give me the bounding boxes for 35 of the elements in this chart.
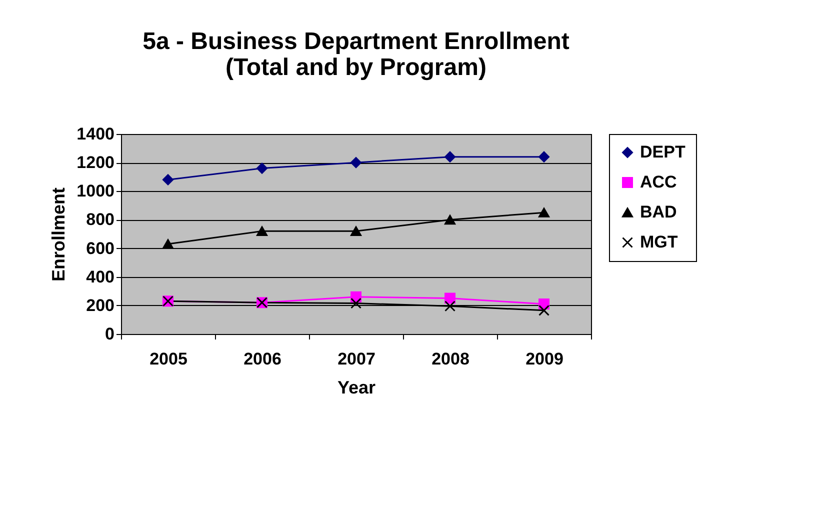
text: 5a - Business Department Enrollment	[142, 28, 570, 55]
x-tick-label: 2006	[244, 350, 282, 368]
x-axis-title: Year	[337, 378, 376, 398]
legend-label: BAD	[640, 202, 677, 222]
y-tick-label: 0	[105, 324, 114, 344]
y-tick-label: 200	[86, 296, 114, 315]
y-tick-label: 1000	[76, 182, 114, 201]
point	[444, 292, 456, 304]
point	[538, 208, 550, 218]
x-tick-label: 2005	[150, 350, 188, 368]
point	[444, 300, 456, 312]
point	[350, 226, 362, 236]
legend-label: ACC	[640, 172, 677, 192]
point	[350, 157, 362, 168]
point	[444, 214, 456, 225]
point	[256, 226, 268, 236]
legend-label: DEPT	[640, 142, 686, 162]
y-axis-title: Enrollment	[48, 187, 69, 282]
x-tick-label: 2009	[526, 350, 564, 368]
y-tick-label: 400	[86, 267, 114, 286]
point	[350, 298, 362, 309]
text: (Total and by Program)	[226, 54, 486, 81]
y-tick-label: 1200	[76, 153, 114, 172]
point	[162, 174, 174, 186]
point	[444, 151, 456, 162]
y-tick-label: 1400	[76, 124, 114, 144]
point	[538, 304, 550, 316]
point	[162, 239, 174, 249]
y-tick-label: 600	[86, 238, 114, 258]
point	[538, 151, 550, 162]
x-tick-label: 2007	[338, 350, 376, 368]
y-tick-label: 800	[86, 210, 114, 230]
point	[256, 162, 268, 174]
legend-label: MGT	[640, 232, 678, 252]
x-tick-label: 2008	[432, 350, 470, 368]
